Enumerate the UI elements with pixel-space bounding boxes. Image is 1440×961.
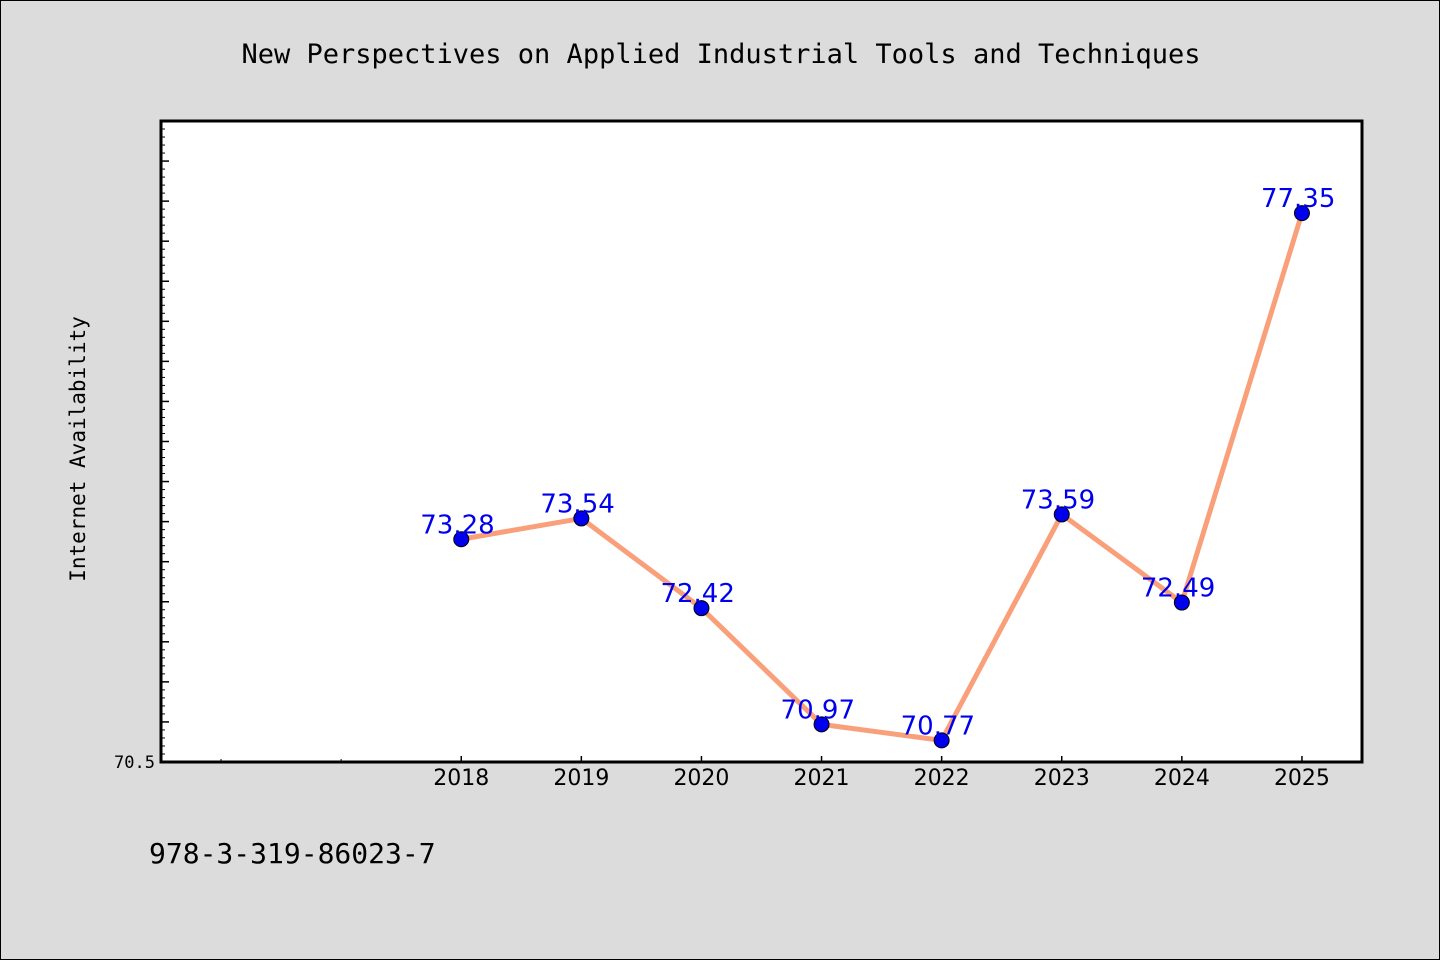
data-point: [933, 732, 950, 749]
plot-area: [161, 121, 1362, 762]
x-axis-ticks: 2018 2019 2020 2021 2022 2023 2024 2025: [433, 756, 1330, 791]
data-point: [1053, 506, 1070, 523]
data-points: [453, 205, 1310, 749]
x-tick-label: 2021: [794, 766, 850, 791]
data-label: 72.42: [660, 579, 734, 609]
data-point: [813, 716, 830, 733]
x-tick-label: 2023: [1034, 766, 1090, 791]
data-labels: 73.28 73.54 72.42 70.97 70.77 73.59 72.49 77.35: [420, 184, 1335, 741]
data-point: [1293, 205, 1310, 222]
x-tick-label: 2019: [553, 766, 609, 791]
plot-frame: [159, 119, 1364, 764]
x-tick-label: 2018: [433, 766, 489, 791]
data-label: 72.49: [1141, 574, 1215, 604]
isbn-footer: 978-3-319-86023-7: [149, 837, 436, 870]
data-label: 70.77: [901, 711, 975, 741]
data-label: 73.54: [540, 489, 614, 519]
data-point: [573, 510, 590, 527]
series-line-group: [458, 210, 1305, 743]
x-tick-label: 2024: [1154, 766, 1210, 791]
data-point: [1173, 594, 1190, 611]
x-tick-label: 2022: [914, 766, 970, 791]
data-label: 77.35: [1261, 184, 1335, 214]
data-label: 73.28: [420, 510, 494, 540]
data-point: [693, 600, 710, 617]
data-point: [453, 531, 470, 548]
chart-title: New Perspectives on Applied Industrial T…: [241, 39, 1200, 70]
y-axis-label: Internet Availability: [66, 316, 90, 582]
x-tick-label: 2020: [673, 766, 729, 791]
data-label: 73.59: [1021, 485, 1095, 515]
y-tick-label: 70.5: [114, 753, 155, 773]
x-tick-label: 2025: [1274, 766, 1330, 791]
series-line: [458, 210, 1305, 743]
data-label: 70.97: [781, 695, 855, 725]
